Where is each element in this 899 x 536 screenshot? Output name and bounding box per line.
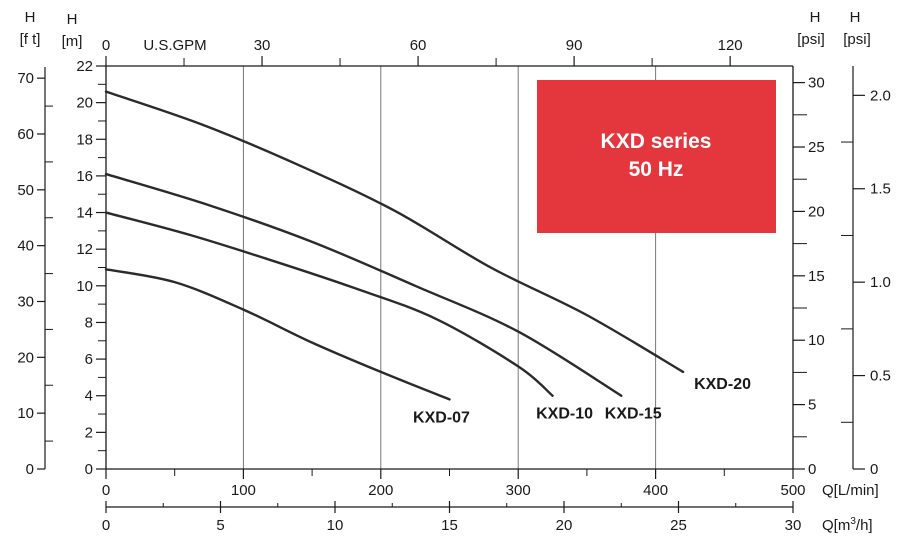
- x-lmin-unit: Q[L/min]: [822, 482, 879, 499]
- x-gpm-tick-label: 90: [566, 37, 583, 54]
- curve-kxd-07: [104, 268, 451, 401]
- y-ft-unit-symbol: H: [25, 9, 36, 26]
- y-m-tick-label: 16: [76, 168, 93, 185]
- x-m3h-unit-tail: /h]: [856, 517, 873, 534]
- curve-kxd-10: [104, 211, 554, 397]
- curve-label-kxd-07: KXD-07: [413, 409, 470, 426]
- y-psi-tick-label: 5: [808, 397, 816, 414]
- y-m-tick-label: 18: [76, 131, 93, 148]
- y-m-unit: [m]: [62, 33, 83, 50]
- curve-kxd-20: [104, 90, 685, 374]
- badge-title: KXD series: [601, 130, 712, 153]
- y-bar-unit-symbol: H: [850, 9, 861, 26]
- y-psi-unit-symbol: H: [810, 9, 821, 26]
- x-m3h-unit-sup: 3: [850, 516, 856, 527]
- x-gpm-tick-label: 0: [102, 37, 110, 54]
- x-lmin-tick-label: 400: [643, 482, 668, 499]
- y-psi-tick-label: 10: [808, 332, 825, 349]
- y-bar-tick-label: 0.5: [870, 368, 891, 385]
- y-m-tick-label: 6: [85, 351, 93, 368]
- y-bar-tick-label: 1.0: [870, 274, 891, 291]
- y-ft-tick-label: 50: [17, 182, 34, 199]
- pump-curves: KXD-07 KXD-10 KXD-15 KXD-20: [104, 90, 751, 426]
- y-m-tick-label: 12: [76, 241, 93, 258]
- x-m3h-tick-label: 25: [670, 517, 687, 534]
- x-m3h-tick-label: 15: [441, 517, 458, 534]
- x-m3h-tick-label: 30: [785, 517, 802, 534]
- y-bar-tick-label: 0: [870, 461, 878, 478]
- y-ft-unit: [f t]: [20, 31, 41, 48]
- y-m-unit-symbol: H: [67, 11, 78, 28]
- y-ft-tick-label: 20: [17, 349, 34, 366]
- curve-kxd-15: [104, 172, 623, 397]
- y-ft-tick-label: 30: [17, 293, 34, 310]
- x-m3h-unit: Q[m3/h]: [822, 516, 873, 534]
- badge-frequency: 50 Hz: [629, 158, 684, 181]
- series-badge-box: [537, 80, 776, 233]
- x-lmin-tick-label: 100: [231, 482, 256, 499]
- x-m3h-tick-label: 0: [102, 517, 110, 534]
- x-gpm-tick-label: 30: [254, 37, 271, 54]
- y-ft-tick-label: 40: [17, 238, 34, 255]
- curve-label-kxd-10: KXD-10: [536, 406, 593, 423]
- y-m-tick-label: 14: [76, 205, 93, 222]
- y-m-tick-label: 20: [76, 95, 93, 112]
- y-m-tick-label: 8: [85, 314, 93, 331]
- y-m-tick-label: 0: [85, 461, 93, 478]
- y-ft-tick-label: 10: [17, 405, 34, 422]
- curve-label-kxd-15: KXD-15: [605, 406, 662, 423]
- y-psi-tick-label: 30: [808, 75, 825, 92]
- y-m-tick-label: 22: [76, 58, 93, 75]
- y-m-tick-label: 10: [76, 278, 93, 295]
- x-lmin-tick-label: 200: [368, 482, 393, 499]
- y-bar-unit: [psi]: [843, 31, 871, 48]
- x-lmin-tick-label: 0: [102, 482, 110, 499]
- y-ft-tick-label: 70: [17, 70, 34, 87]
- y-psi-unit: [psi]: [797, 31, 825, 48]
- series-badge: KXD series 50 Hz: [537, 80, 776, 233]
- x-gpm-tick-label: 60: [410, 37, 427, 54]
- x-gpm-unit: U.S.GPM: [143, 37, 206, 54]
- y-bar-tick-label: 2.0: [870, 87, 891, 104]
- y-m-tick-label: 2: [85, 424, 93, 441]
- y-psi-tick-label: 20: [808, 203, 825, 220]
- y-ft-tick-label: 60: [17, 126, 34, 143]
- y-psi-tick-label: 15: [808, 268, 825, 285]
- y-ft-tick-label: 0: [26, 461, 34, 478]
- x-m3h-unit-base: Q[m: [822, 517, 850, 534]
- x-m3h-tick-label: 10: [327, 517, 344, 534]
- x-m3h-tick-label: 5: [216, 517, 224, 534]
- x-m3h-tick-label: 20: [556, 517, 573, 534]
- x-gpm-tick-label: 120: [718, 37, 743, 54]
- curve-label-kxd-20: KXD-20: [694, 376, 751, 393]
- x-lmin-tick-label: 300: [506, 482, 531, 499]
- x-lmin-tick-label: 500: [780, 482, 805, 499]
- y-m-tick-label: 4: [85, 388, 93, 405]
- y-psi-tick-label: 0: [808, 461, 816, 478]
- y-psi-tick-label: 25: [808, 139, 825, 156]
- y-bar-tick-label: 1.5: [870, 181, 891, 198]
- axes: 0246810121416182022H[m]010203040506070H[…: [17, 9, 891, 534]
